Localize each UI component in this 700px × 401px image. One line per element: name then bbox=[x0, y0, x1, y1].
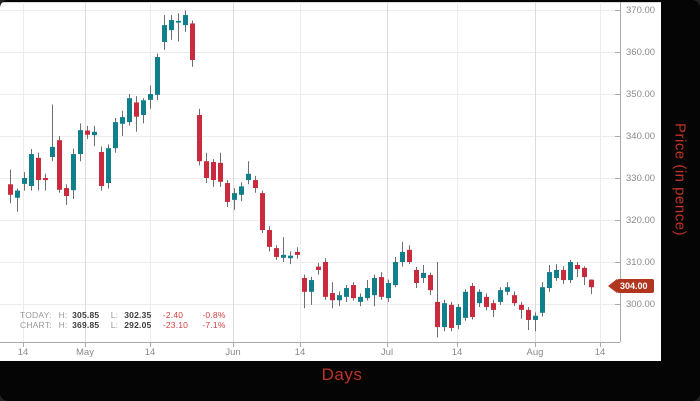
price-tag-arrow-icon bbox=[608, 279, 617, 293]
chart-low-value: 292.05 bbox=[124, 319, 152, 330]
current-price-value: 304.00 bbox=[617, 279, 654, 293]
svg-text:14: 14 bbox=[18, 347, 29, 358]
chart-change-value: -23.10 bbox=[162, 319, 189, 330]
today-low-label: L: bbox=[110, 310, 119, 320]
x-axis-title: Days bbox=[321, 365, 363, 384]
svg-text:14: 14 bbox=[295, 347, 306, 358]
svg-text:Jul: Jul bbox=[381, 347, 393, 358]
svg-text:320.00: 320.00 bbox=[626, 215, 655, 226]
svg-text:360.00: 360.00 bbox=[626, 47, 655, 58]
svg-text:14: 14 bbox=[595, 347, 606, 358]
svg-text:310.00: 310.00 bbox=[626, 257, 655, 268]
today-summary-row: TODAY: H: 305.85 L: 302.35 -2.40 -0.8% bbox=[20, 310, 236, 321]
svg-text:Jun: Jun bbox=[225, 347, 240, 358]
ohlc-summary: TODAY: H: 305.85 L: 302.35 -2.40 -0.8% C… bbox=[20, 310, 236, 331]
y-axis-title: Price (in pence) bbox=[671, 123, 689, 237]
svg-text:May: May bbox=[76, 347, 94, 358]
chart-low-label: L: bbox=[110, 319, 119, 330]
chart-summary-row: CHART: H: 369.85 L: 292.05 -23.10 -7.1% bbox=[20, 319, 236, 331]
svg-text:14: 14 bbox=[452, 347, 463, 358]
chart-high-label: H: bbox=[58, 319, 68, 330]
svg-text:350.00: 350.00 bbox=[626, 89, 655, 100]
svg-text:370.00: 370.00 bbox=[626, 5, 655, 16]
svg-text:300.00: 300.00 bbox=[626, 299, 655, 310]
chart-change-pct: -7.1% bbox=[202, 319, 226, 330]
current-price-tag: 304.00 bbox=[608, 279, 654, 293]
today-high-label: H: bbox=[58, 310, 68, 320]
today-change-value: -2.40 bbox=[162, 310, 184, 320]
today-change-pct: -0.8% bbox=[202, 310, 226, 320]
svg-text:340.00: 340.00 bbox=[626, 131, 655, 142]
today-low-value: 302.35 bbox=[124, 310, 152, 320]
svg-text:14: 14 bbox=[145, 347, 156, 358]
chart-high-value: 369.85 bbox=[72, 319, 100, 330]
svg-text:Aug: Aug bbox=[527, 347, 544, 358]
today-label: TODAY: bbox=[20, 310, 52, 320]
svg-text:330.00: 330.00 bbox=[626, 173, 655, 184]
chart-range-label: CHART: bbox=[20, 319, 52, 330]
today-high-value: 305.85 bbox=[72, 310, 100, 320]
